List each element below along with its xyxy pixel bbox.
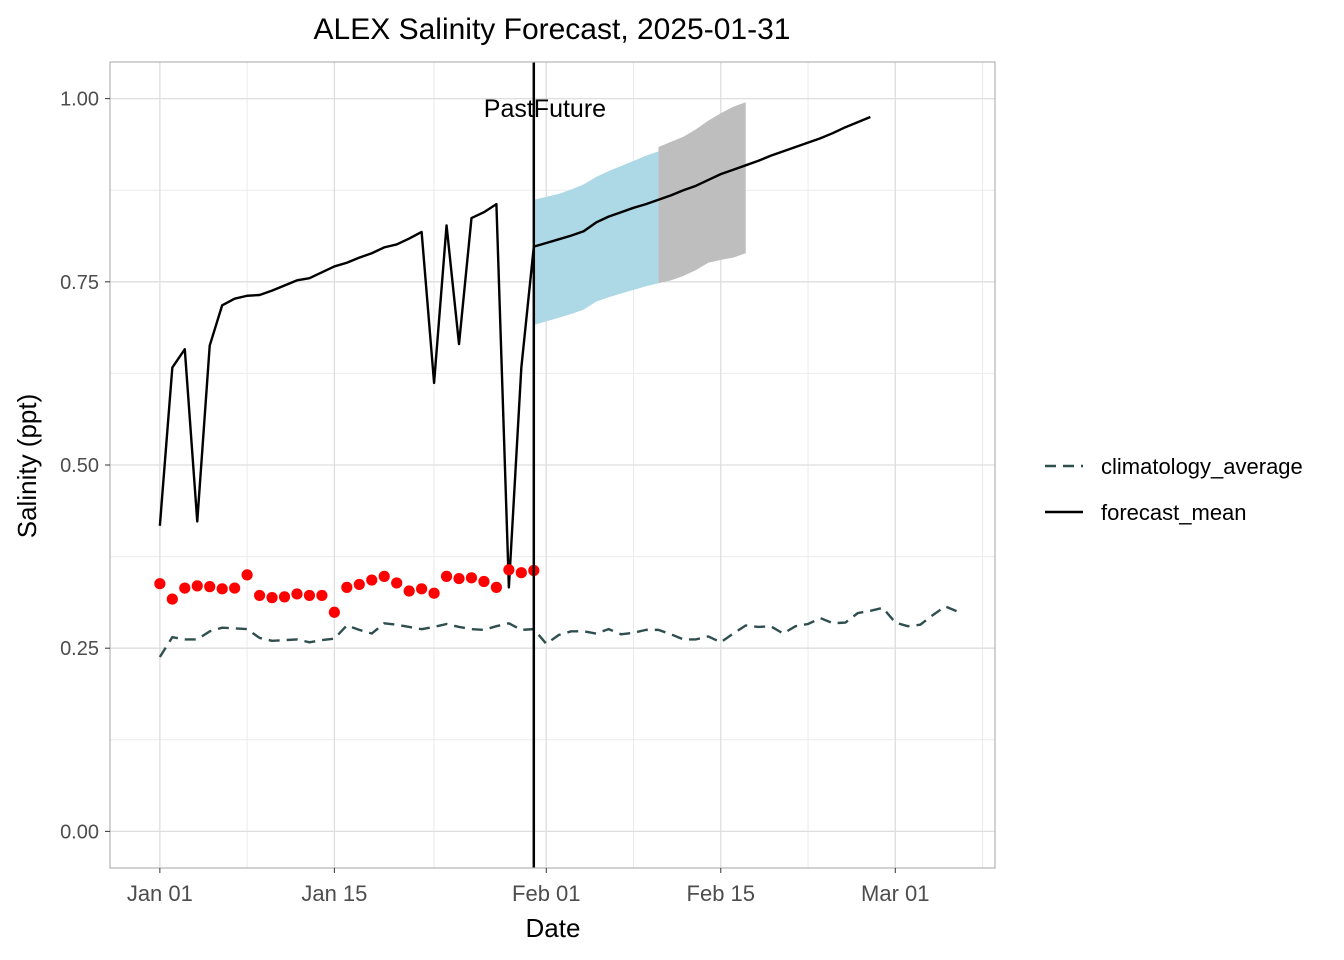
observation-point [503, 564, 515, 576]
observation-point [416, 583, 428, 595]
observation-point [490, 581, 503, 593]
observation-point [440, 570, 453, 582]
x-tick-label: Mar 01 [861, 881, 929, 906]
observation-point [278, 591, 291, 603]
observation-point [391, 577, 403, 589]
observation-point [428, 587, 440, 599]
observation-point [478, 575, 490, 588]
observation-point [378, 570, 390, 582]
interval-band-grey [658, 102, 746, 284]
observation-point [154, 578, 166, 590]
observation-point [515, 567, 527, 579]
observation-points [154, 564, 540, 618]
legend-label: climatology_average [1101, 454, 1303, 479]
prediction-intervals [533, 102, 746, 326]
observation-point [341, 581, 353, 593]
legend-label: forecast_mean [1101, 500, 1247, 525]
y-axis-ticks: 0.00 0.25 0.50 0.75 1.00 [60, 89, 110, 843]
y-axis-title: Salinity (ppt) [12, 394, 42, 539]
observation-point [453, 572, 465, 585]
series-lines [158, 115, 959, 658]
x-tick-label: Jan 15 [301, 881, 367, 906]
chart-title: ALEX Salinity Forecast, 2025-01-31 [314, 13, 791, 46]
grid-lines [110, 62, 995, 868]
observation-point [253, 589, 266, 602]
y-tick-label: 0.50 [60, 455, 99, 477]
x-tick-label: Feb 15 [687, 881, 756, 906]
past-label: Past [484, 95, 534, 123]
observation-point [179, 582, 191, 594]
interval-band-light [533, 151, 659, 326]
observation-point [191, 580, 203, 592]
observation-point [229, 582, 241, 594]
y-tick-label: 0.75 [60, 272, 99, 294]
observation-point [303, 589, 316, 602]
y-tick-label: 0.00 [60, 821, 99, 843]
y-tick-label: 1.00 [60, 89, 99, 111]
observation-point [403, 585, 415, 597]
x-axis-ticks: Jan 01 Jan 15 Feb 01 Feb 15 Mar 01 [127, 868, 930, 906]
observation-point [316, 589, 328, 602]
observation-point [366, 574, 378, 586]
observation-point [216, 583, 228, 595]
observation-point [465, 572, 478, 584]
observation-point [241, 569, 253, 581]
x-tick-label: Feb 01 [512, 881, 581, 906]
observation-point [166, 593, 178, 605]
climatology-average-line [158, 605, 959, 658]
observation-point [291, 588, 303, 600]
observation-point [353, 578, 365, 591]
x-tick-label: Jan 01 [127, 881, 193, 906]
forecast-mean-line [158, 115, 871, 589]
y-tick-label: 0.25 [60, 638, 99, 660]
legend: climatology_average forecast_mean [1045, 454, 1303, 525]
observation-point [266, 592, 278, 604]
x-axis-title: Date [526, 913, 581, 943]
observation-point [204, 581, 216, 593]
observation-point [328, 606, 340, 618]
future-label: Future [534, 95, 606, 123]
